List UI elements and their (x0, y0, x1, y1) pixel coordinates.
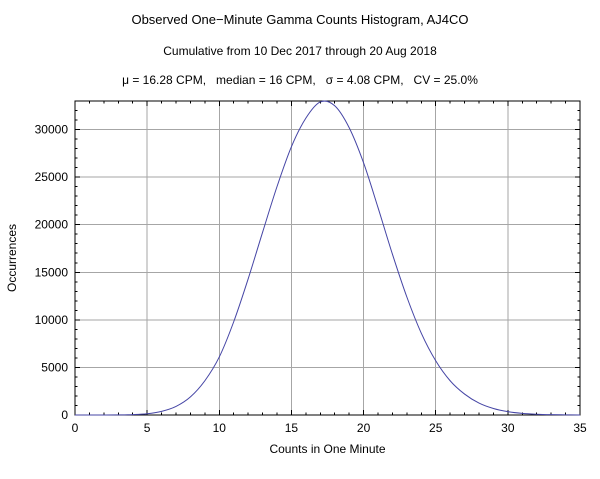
y-tick-label: 30000 (35, 123, 69, 137)
x-tick-label: 20 (357, 421, 371, 435)
data-curve (75, 100, 581, 416)
x-tick-label: 0 (72, 421, 79, 435)
y-axis-label: Occurrences (5, 224, 19, 292)
y-tick-label: 10000 (35, 313, 69, 327)
chart-stats-line: μ = 16.28 CPM, median = 16 CPM, σ = 4.08… (122, 73, 478, 87)
x-tick-label: 30 (501, 421, 515, 435)
x-tick-label: 35 (573, 421, 587, 435)
x-tick-label: 5 (144, 421, 151, 435)
plot-area: 0 5 10 15 20 25 30 35 0 5000 10000 15000 20000 25000 3… (5, 100, 587, 456)
x-tick-label: 15 (285, 421, 299, 435)
y-tick-label: 15000 (35, 265, 69, 279)
y-tick-label: 0 (61, 408, 68, 422)
y-tick-label: 20000 (35, 218, 69, 232)
chart-title: Observed One−Minute Gamma Counts Histogr… (131, 12, 469, 27)
x-axis-label: Counts in One Minute (269, 442, 385, 456)
y-tick-label: 5000 (41, 360, 68, 374)
y-tick-label: 25000 (35, 170, 69, 184)
x-tick-label: 25 (429, 421, 443, 435)
x-tick-label: 10 (213, 421, 227, 435)
chart-subtitle: Cumulative from 10 Dec 2017 through 20 A… (163, 44, 437, 58)
